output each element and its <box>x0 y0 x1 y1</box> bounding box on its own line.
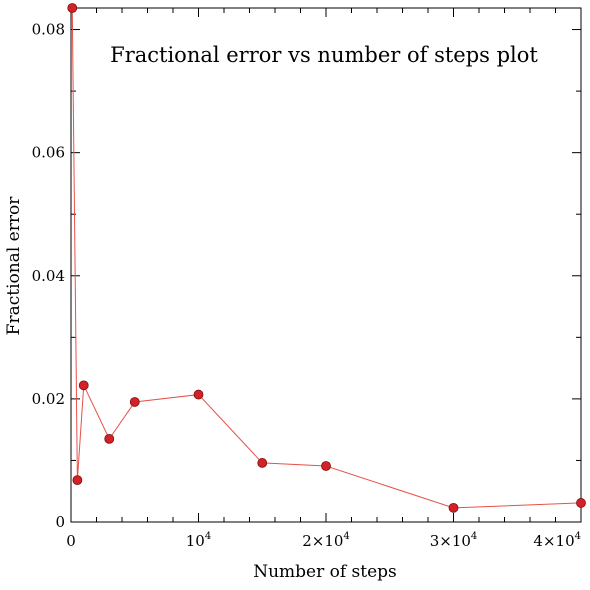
tick-labels: 0 104 2×104 3×104 4×104 0 0.02 0.04 0.06 0.08 <box>32 21 581 550</box>
data-point <box>576 498 586 508</box>
y-tick-label: 0.04 <box>32 267 65 285</box>
y-axis-title: Fractional error <box>4 196 24 336</box>
y-tick-label: 0 <box>55 513 65 531</box>
y-tick-label: 0.08 <box>32 21 65 39</box>
data-point <box>257 458 268 468</box>
data-point <box>129 397 140 407</box>
data-point <box>78 380 89 391</box>
x-tick-label: 104 <box>186 531 211 550</box>
major-ticks <box>70 8 582 523</box>
x-tick-label: 0 <box>66 532 76 550</box>
x-tick-label: 2×104 <box>302 531 350 550</box>
series-line <box>71 7 582 509</box>
data-point <box>321 461 331 471</box>
data-point <box>67 3 78 13</box>
y-tick-label: 0.02 <box>32 390 65 408</box>
data-point <box>193 389 204 400</box>
x-axis-title: Number of steps <box>253 562 397 582</box>
y-tick-label: 0.06 <box>32 144 65 162</box>
series-layer <box>67 3 586 513</box>
chart-title: Fractional error vs number of steps plot <box>110 43 538 67</box>
x-tick-label: 4×104 <box>533 531 581 550</box>
data-point <box>104 433 115 444</box>
data-point <box>448 502 459 513</box>
x-tick-label: 3×104 <box>430 531 478 550</box>
minor-ticks <box>71 8 581 522</box>
data-point <box>72 475 83 486</box>
